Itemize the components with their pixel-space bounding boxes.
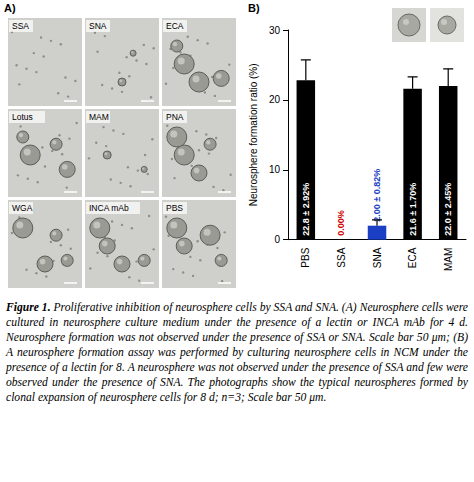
svg-text:22.8 ± 2.92%: 22.8 ± 2.92% xyxy=(301,183,311,236)
svg-text:ECA: ECA xyxy=(407,247,418,268)
html-text:Figure 1. Proliferative inhibi: Figure 1. Proliferative inhibition of ne… xyxy=(6,301,468,404)
svg-text:MAM: MAM xyxy=(89,112,109,122)
svg-text:10: 10 xyxy=(269,164,281,175)
svg-text:SSA: SSA xyxy=(336,247,347,267)
svg-text:0.00%: 0.00% xyxy=(336,210,346,236)
svg-text:PBS: PBS xyxy=(166,203,183,213)
html-text:B): B) xyxy=(248,2,260,14)
svg-text:21.6 ± 1.70%: 21.6 ± 1.70% xyxy=(408,183,418,236)
svg-text:20: 20 xyxy=(269,94,281,105)
svg-text:Neurosphere formation ratio (%: Neurosphere formation ratio (%) xyxy=(248,63,259,206)
svg-text:WGA: WGA xyxy=(12,203,33,213)
svg-text:22.0 ± 2.45%: 22.0 ± 2.45% xyxy=(443,183,453,236)
svg-text:30: 30 xyxy=(269,25,281,36)
svg-text:PBS: PBS xyxy=(300,247,311,267)
svg-text:MAM: MAM xyxy=(443,248,454,271)
svg-text:A): A) xyxy=(4,2,16,14)
svg-text:SSA: SSA xyxy=(12,21,29,31)
svg-text:PNA: PNA xyxy=(166,112,184,122)
svg-text:INCA mAb: INCA mAb xyxy=(89,203,129,213)
svg-text:2.00 ± 0.82%: 2.00 ± 0.82% xyxy=(372,169,382,222)
svg-text:SNA: SNA xyxy=(372,247,383,268)
svg-text:SNA: SNA xyxy=(89,21,107,31)
svg-text:Lotus: Lotus xyxy=(12,112,33,122)
svg-text:0: 0 xyxy=(274,234,280,245)
svg-text:ECA: ECA xyxy=(166,21,184,31)
